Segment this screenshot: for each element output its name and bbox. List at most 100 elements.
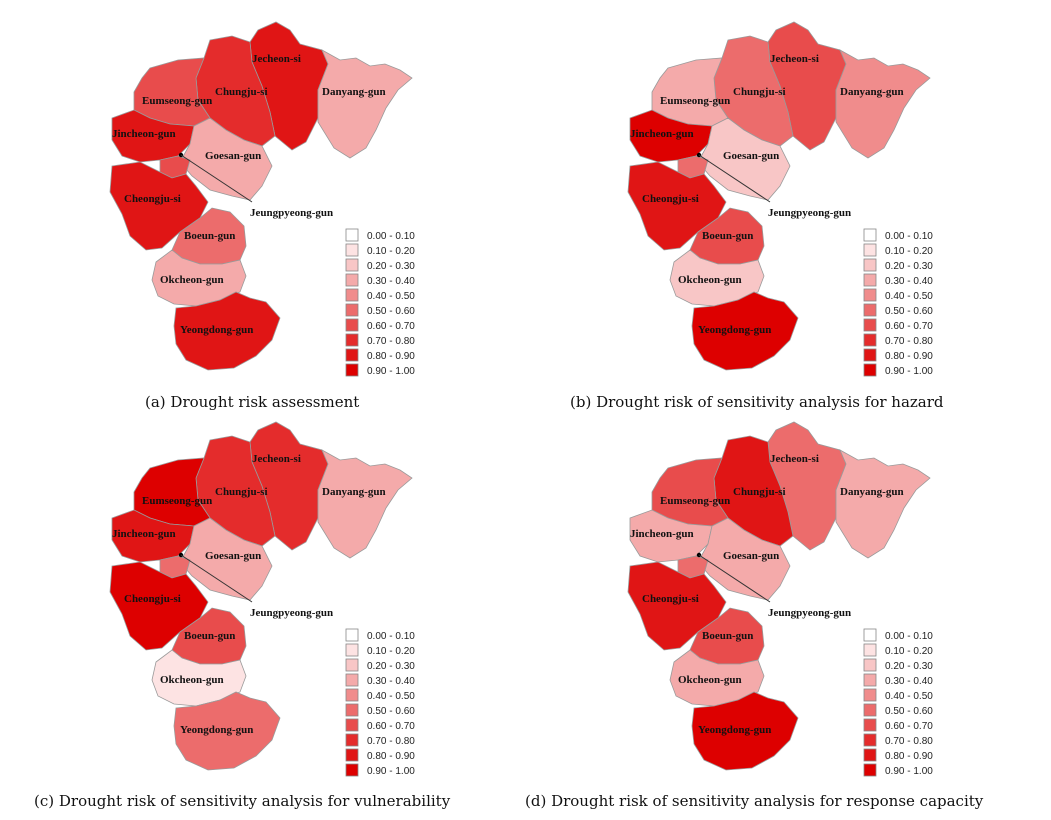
region-okcheon-gun	[151, 649, 247, 707]
label-goesan-gun: Goesan-gun	[723, 150, 779, 162]
legend-label: 0.90 - 1.00	[885, 366, 933, 377]
region-jincheon-gun	[111, 509, 195, 563]
legend-label: 0.10 - 0.20	[367, 246, 415, 257]
legend-swatch	[863, 258, 877, 272]
legend-label: 0.20 - 0.30	[885, 261, 933, 272]
legend-swatch	[863, 748, 877, 762]
label-jecheon-si: Jecheon-si	[770, 453, 819, 465]
label-danyang-gun: Danyang-gun	[322, 86, 386, 98]
legend-label: 0.80 - 0.90	[367, 751, 415, 762]
label-jeungpyeong-gun: Jeungpyeong-gun	[768, 207, 851, 219]
legend-label: 0.30 - 0.40	[885, 276, 933, 287]
legend-label: 0.70 - 0.80	[885, 336, 933, 347]
label-goesan-gun: Goesan-gun	[205, 150, 261, 162]
legend-swatch	[345, 318, 359, 332]
map-panel-b: Jecheon-si Danyang-gun Chungju-siEumseong-…	[627, 21, 933, 377]
legend-label: 0.00 - 0.10	[885, 631, 933, 642]
map-panel-a: Jecheon-si Danyang-gun Chungju-siEumseong-…	[109, 21, 415, 377]
region-yeongdong-gun	[173, 691, 281, 771]
legend-swatch	[863, 303, 877, 317]
legend-label: 0.10 - 0.20	[367, 646, 415, 657]
legend-label: 0.50 - 0.60	[367, 706, 415, 717]
region-yeongdong-gun	[691, 691, 799, 771]
map-panel-c: Jecheon-si Danyang-gun Chungju-siEumseong-…	[109, 421, 415, 777]
caption-a: (a) Drought risk assessment	[145, 393, 360, 411]
label-boeun-gun: Boeun-gun	[184, 230, 235, 242]
legend-swatch	[863, 363, 877, 377]
label-jincheon-gun: Jincheon-gun	[630, 128, 694, 140]
legend-swatch	[863, 688, 877, 702]
legend-label: 0.90 - 1.00	[367, 366, 415, 377]
label-eumseong-gun: Eumseong-gun	[660, 95, 730, 107]
legend-swatch	[345, 628, 359, 642]
legend-swatch	[863, 273, 877, 287]
label-yeongdong-gun: Yeongdong-gun	[180, 724, 253, 736]
legend-label: 0.80 - 0.90	[885, 751, 933, 762]
legend-swatch	[345, 763, 359, 777]
legend-swatch	[345, 673, 359, 687]
label-cheongju-si: Cheongju-si	[642, 593, 699, 605]
legend-label: 0.00 - 0.10	[367, 631, 415, 642]
label-danyang-gun: Danyang-gun	[840, 86, 904, 98]
label-okcheon-gun: Okcheon-gun	[160, 674, 224, 686]
legend-swatch	[863, 718, 877, 732]
legend-label: 0.60 - 0.70	[885, 721, 933, 732]
jeungpyeong-leader-line	[698, 554, 771, 603]
legend-swatch	[863, 733, 877, 747]
jeungpyeong-leader-line	[698, 154, 771, 203]
label-chungju-si: Chungju-si	[215, 86, 268, 98]
map-panel-d: Jecheon-si Danyang-gun Chungju-siEumseong-…	[627, 421, 933, 777]
legend-label: 0.40 - 0.50	[885, 691, 933, 702]
legend-label: 0.10 - 0.20	[885, 646, 933, 657]
legend-swatch	[345, 348, 359, 362]
label-jeungpyeong-gun: Jeungpyeong-gun	[250, 607, 333, 619]
legend: 0.00 - 0.10 0.10 - 0.20 0.20 - 0.30 0.30 - …	[345, 628, 415, 777]
label-chungju-si: Chungju-si	[733, 486, 786, 498]
label-boeun-gun: Boeun-gun	[184, 630, 235, 642]
region-danyang-gun	[317, 49, 413, 159]
label-eumseong-gun: Eumseong-gun	[142, 95, 212, 107]
region-danyang-gun	[835, 449, 931, 559]
legend-swatch	[863, 703, 877, 717]
legend-swatch	[345, 228, 359, 242]
legend-label: 0.40 - 0.50	[367, 691, 415, 702]
label-okcheon-gun: Okcheon-gun	[160, 274, 224, 286]
legend-label: 0.00 - 0.10	[367, 231, 415, 242]
region-okcheon-gun	[669, 649, 765, 707]
legend-label: 0.60 - 0.70	[885, 321, 933, 332]
legend-swatch	[345, 643, 359, 657]
label-jeungpyeong-gun: Jeungpyeong-gun	[250, 207, 333, 219]
region-okcheon-gun	[151, 249, 247, 307]
legend-swatch	[863, 763, 877, 777]
legend-label: 0.00 - 0.10	[885, 231, 933, 242]
region-danyang-gun	[835, 49, 931, 159]
legend-label: 0.20 - 0.30	[367, 661, 415, 672]
label-jecheon-si: Jecheon-si	[252, 53, 301, 65]
label-jincheon-gun: Jincheon-gun	[112, 128, 176, 140]
caption-b: (b) Drought risk of sensitivity analysis…	[570, 393, 944, 411]
legend-swatch	[345, 258, 359, 272]
jeungpyeong-leader-line	[180, 154, 253, 203]
label-goesan-gun: Goesan-gun	[205, 550, 261, 562]
label-boeun-gun: Boeun-gun	[702, 230, 753, 242]
legend-swatch	[345, 243, 359, 257]
legend-label: 0.80 - 0.90	[885, 351, 933, 362]
label-eumseong-gun: Eumseong-gun	[660, 495, 730, 507]
jeungpyeong-leader-line	[180, 554, 253, 603]
label-eumseong-gun: Eumseong-gun	[142, 495, 212, 507]
legend-label: 0.40 - 0.50	[885, 291, 933, 302]
region-yeongdong-gun	[691, 291, 799, 371]
legend-swatch	[345, 288, 359, 302]
legend-label: 0.30 - 0.40	[885, 676, 933, 687]
legend-swatch	[345, 688, 359, 702]
legend-label: 0.50 - 0.60	[885, 306, 933, 317]
region-jincheon-gun	[111, 109, 195, 163]
legend-swatch	[345, 333, 359, 347]
label-jecheon-si: Jecheon-si	[252, 453, 301, 465]
legend-label: 0.70 - 0.80	[367, 736, 415, 747]
legend-swatch	[345, 733, 359, 747]
legend-swatch	[863, 333, 877, 347]
legend-label: 0.20 - 0.30	[885, 661, 933, 672]
region-danyang-gun	[317, 449, 413, 559]
